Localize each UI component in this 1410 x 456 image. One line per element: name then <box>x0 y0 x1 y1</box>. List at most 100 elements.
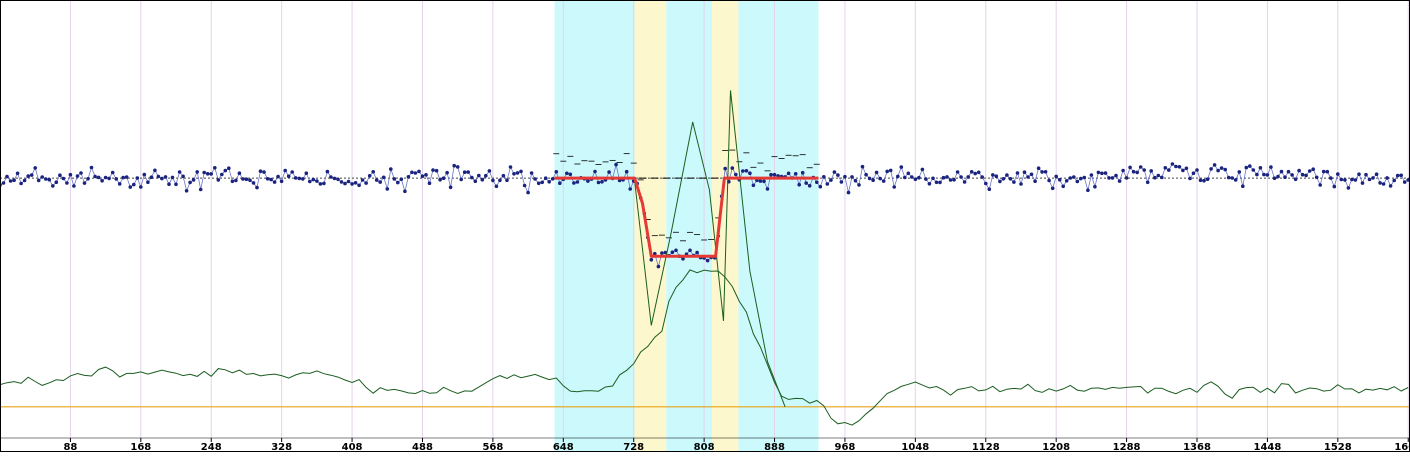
flux-point-302 <box>1061 184 1065 189</box>
flux-point-298 <box>1047 178 1051 183</box>
flux-point-74 <box>258 169 263 173</box>
flux-point-80 <box>279 179 284 184</box>
flux-point-96 <box>336 177 340 182</box>
flux-point-339 <box>1191 171 1196 175</box>
flux-point-351 <box>1233 178 1238 182</box>
lower-curve <box>0 269 1409 426</box>
flux-point-56 <box>195 170 199 174</box>
flux-point-153 <box>536 181 541 186</box>
flux-point-137 <box>480 177 485 182</box>
flux-point-124 <box>434 168 439 173</box>
flux-point-83 <box>290 170 295 174</box>
flux-point-21 <box>72 184 76 188</box>
flux-point-131 <box>459 177 464 182</box>
flux-point-125 <box>438 178 442 182</box>
flux-point-315 <box>1107 176 1111 180</box>
flux-point-310 <box>1089 173 1094 177</box>
flux-point-54 <box>188 180 192 185</box>
flux-point-121 <box>424 173 428 177</box>
flux-point-161 <box>565 171 569 176</box>
flux-point-296 <box>1040 170 1044 174</box>
flux-point-244 <box>857 183 861 187</box>
flux-point-312 <box>1096 170 1101 175</box>
flux-point-396 <box>1392 178 1396 183</box>
x-tick-label-3: 328 <box>271 442 292 452</box>
flux-point-232 <box>815 180 819 184</box>
flux-point-37 <box>128 185 133 189</box>
flux-point-254 <box>892 185 896 189</box>
flux-point-389 <box>1367 177 1372 182</box>
flux-point-236 <box>829 178 833 182</box>
flux-point-97 <box>339 180 344 184</box>
flux-point-87 <box>304 171 309 175</box>
flux-point-320 <box>1124 176 1129 180</box>
flux-point-323 <box>1135 170 1139 175</box>
flux-point-347 <box>1219 166 1224 170</box>
flux-point-369 <box>1297 168 1301 173</box>
flux-point-10 <box>33 166 37 170</box>
flux-point-18 <box>61 176 66 181</box>
flux-point-79 <box>276 174 280 179</box>
flux-point-304 <box>1068 176 1073 180</box>
flux-point-167 <box>586 179 590 183</box>
flux-point-268 <box>941 175 946 180</box>
flux-point-123 <box>431 168 435 172</box>
flux-point-28 <box>96 175 101 180</box>
flux-point-355 <box>1248 164 1252 168</box>
flux-point-23 <box>79 171 83 175</box>
flux-point-228 <box>800 170 805 175</box>
flux-point-365 <box>1283 175 1287 179</box>
flux-point-164 <box>575 180 580 184</box>
flux-point-70 <box>244 177 249 181</box>
flux-point-391 <box>1374 172 1379 176</box>
flux-point-395 <box>1388 184 1393 188</box>
flux-point-227 <box>797 182 801 187</box>
flux-point-371 <box>1304 173 1308 178</box>
flux-point-62 <box>216 178 221 182</box>
shaded-bands <box>554 0 819 452</box>
flux-point-148 <box>519 169 523 174</box>
flux-point-335 <box>1177 165 1182 169</box>
flux-point-234 <box>822 175 826 179</box>
flux-point-329 <box>1156 173 1161 178</box>
flux-point-25 <box>86 177 90 181</box>
flux-point-292 <box>1026 175 1030 179</box>
flux-point-359 <box>1262 172 1266 177</box>
flux-point-370 <box>1300 172 1305 177</box>
flux-point-122 <box>427 181 432 185</box>
flux-point-88 <box>308 179 312 184</box>
flux-point-331 <box>1163 166 1168 170</box>
flux-point-288 <box>1012 180 1016 184</box>
flux-point-111 <box>389 167 393 171</box>
flux-point-243 <box>853 178 858 183</box>
flux-point-112 <box>392 177 397 181</box>
flux-point-3 <box>8 179 13 183</box>
lower-curve-line <box>0 269 1409 426</box>
flux-point-263 <box>924 177 928 181</box>
flux-point-287 <box>1008 177 1013 181</box>
flux-point-375 <box>1318 183 1322 187</box>
flux-point-283 <box>994 174 999 178</box>
flux-point-45 <box>156 174 161 179</box>
flux-point-233 <box>818 184 823 189</box>
flux-point-269 <box>945 175 949 179</box>
flux-point-75 <box>262 170 266 174</box>
flux-point-314 <box>1103 171 1108 175</box>
flux-point-52 <box>181 174 185 179</box>
flux-point-81 <box>283 168 288 173</box>
shaded-band-4 <box>738 0 819 452</box>
flux-point-352 <box>1237 170 1242 174</box>
flux-point-105 <box>367 174 372 178</box>
flux-point-330 <box>1160 175 1164 180</box>
x-tick-label-8: 728 <box>623 442 644 452</box>
flux-point-282 <box>991 173 995 177</box>
flux-point-4 <box>12 178 16 182</box>
flux-point-128 <box>448 185 453 190</box>
flux-point-277 <box>973 171 977 176</box>
flux-point-102 <box>357 183 361 188</box>
flux-point-372 <box>1307 169 1312 173</box>
flux-point-136 <box>477 173 481 178</box>
flux-point-11 <box>36 178 41 183</box>
flux-point-162 <box>568 172 573 177</box>
flux-point-381 <box>1339 177 1344 182</box>
